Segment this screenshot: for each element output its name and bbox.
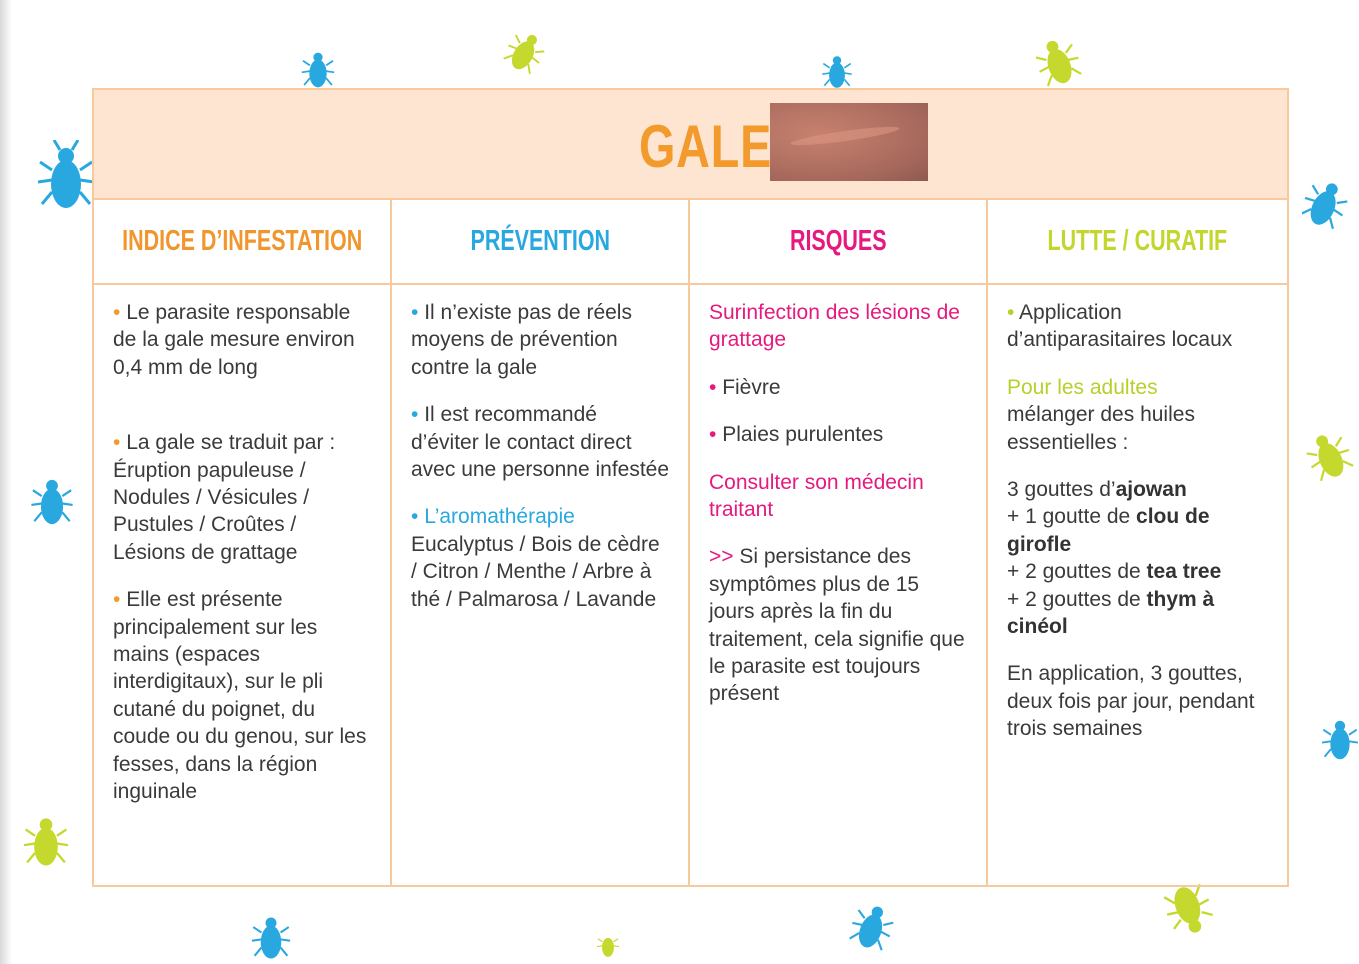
paragraph: Le parasite responsable de la gale mesur… <box>113 299 372 381</box>
paragraph: Pour les adultes mélanger des huiles esse… <box>1007 374 1269 456</box>
text: Si persistance des symptômes plus de 15 … <box>709 545 965 706</box>
columns: INDICE D’INFESTATION Le parasite respons… <box>94 200 1287 885</box>
paragraph: La gale se traduit par : Éruption papuleu… <box>113 429 372 566</box>
bug-icon <box>849 906 894 951</box>
column-header: PRÉVENTION <box>392 200 688 285</box>
ingredient: tea tree <box>1146 560 1222 584</box>
subheading: L’aromathérapie <box>424 505 575 529</box>
column-body: Surinfection des lésions de grattage Fiè… <box>690 285 986 708</box>
column: RISQUES Surinfection des lésions de grat… <box>690 200 988 885</box>
text: Eucalyptus / Bois de cèdre / Citron / Me… <box>411 532 660 611</box>
column-heading: PRÉVENTION <box>470 225 610 257</box>
column-header: LUTTE / CURATIF <box>988 200 1287 285</box>
bug-icon <box>596 937 620 957</box>
column-header: INDICE D’INFESTATION <box>94 200 390 285</box>
text: + 1 goutte de <box>1007 505 1131 529</box>
bug-icon <box>38 140 94 208</box>
ingredient: clou de girofle <box>1007 505 1210 556</box>
bug-icon <box>503 34 545 74</box>
paragraph: Plaies purulentes <box>709 421 968 448</box>
page-shadow <box>0 0 12 964</box>
recipe: 3 gouttes d’ajowan + 1 goutte de clou de … <box>1007 476 1269 640</box>
column-body: Application d’antiparasitaires locaux Po… <box>988 285 1287 743</box>
bug-icon <box>1035 40 1082 87</box>
text: + 2 gouttes de <box>1007 560 1141 584</box>
bug-icon <box>31 479 73 525</box>
ingredient: thym à cinéol <box>1007 587 1215 639</box>
header: GALE <box>94 90 1287 200</box>
subheading: Pour les adultes <box>1007 375 1158 399</box>
bug-icon <box>1322 720 1358 760</box>
text: La gale se traduit par : <box>126 431 336 455</box>
paragraph: L’aromathérapie Eucalyptus / Bois de cèdr… <box>411 503 670 613</box>
bug-icon <box>301 52 335 88</box>
title: GALE <box>639 113 773 180</box>
paragraph: Surinfection des lésions de grattage <box>709 301 960 352</box>
column-body: Il n’existe pas de réels moyens de préve… <box>392 285 688 613</box>
paragraph: >> Si persistance des symptômes plus de … <box>709 543 968 707</box>
bug-icon <box>251 917 291 959</box>
column-header: RISQUES <box>690 200 986 285</box>
column-body: Le parasite responsable de la gale mesur… <box>94 285 390 806</box>
column-heading: RISQUES <box>789 225 887 257</box>
bug-icon <box>24 818 68 866</box>
bug-icon <box>1306 435 1354 482</box>
paragraph: Application d’antiparasitaires locaux <box>1007 299 1269 354</box>
paragraph: Elle est présente principalement sur les… <box>113 586 372 805</box>
paragraph: En application, 3 gouttes, deux fois par… <box>1007 662 1255 741</box>
column: INDICE D’INFESTATION Le parasite respons… <box>94 200 392 885</box>
text: 3 gouttes d’ <box>1007 478 1116 502</box>
info-card: GALE INDICE D’INFESTATION Le parasite re… <box>92 88 1289 887</box>
paragraph: Fièvre <box>709 374 968 401</box>
arrow-marker: >> <box>709 545 734 569</box>
paragraph: Il n’existe pas de réels moyens de préve… <box>411 299 670 381</box>
text: + 2 gouttes de <box>1007 587 1141 611</box>
bug-icon <box>822 56 852 88</box>
ingredient: ajowan <box>1115 478 1187 502</box>
bug-icon <box>1302 183 1348 230</box>
paragraph: Consulter son médecin traitant <box>709 470 924 522</box>
column: LUTTE / CURATIF Application d’antiparasi… <box>988 200 1287 885</box>
skin-photo <box>770 103 928 181</box>
column-heading: LUTTE / CURATIF <box>1047 225 1228 257</box>
column: PRÉVENTION Il n’existe pas de réels moye… <box>392 200 690 885</box>
bug-icon <box>1163 883 1213 933</box>
text: Éruption papuleuse / Nodules / Vésicules… <box>113 458 310 564</box>
paragraph: Il est recommandé d’éviter le contact di… <box>411 401 670 483</box>
text: mélanger des huiles essentielles : <box>1007 403 1195 454</box>
column-heading: INDICE D’INFESTATION <box>121 225 363 257</box>
